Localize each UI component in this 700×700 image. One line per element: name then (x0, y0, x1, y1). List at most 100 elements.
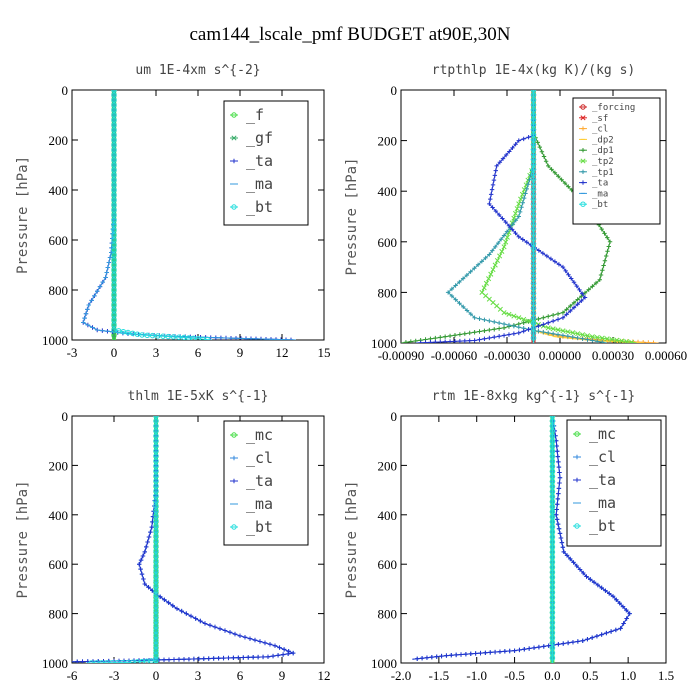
series-point (153, 652, 159, 659)
series-point (153, 647, 159, 654)
x-tick-label: 0.00000 (539, 348, 581, 363)
series-point (559, 177, 564, 182)
series-point (580, 638, 585, 643)
series-point (516, 138, 521, 143)
y-tick-label: 0 (62, 83, 69, 98)
series-point (464, 308, 470, 313)
series-point (506, 322, 512, 328)
series-point (556, 459, 561, 465)
series-point (482, 317, 487, 323)
series-point (530, 201, 537, 207)
series-point (231, 655, 236, 661)
series-point (514, 206, 520, 212)
series-point (605, 235, 610, 240)
series-point (610, 594, 616, 599)
series-point (516, 201, 522, 207)
series-point (554, 443, 559, 449)
legend: _mc _cl _ta _ma _bt (566, 419, 662, 547)
series-point (475, 262, 481, 267)
series-point (498, 237, 504, 242)
series-point (549, 433, 556, 439)
x-tick-label: -0.00090 (378, 348, 425, 363)
series-point (549, 504, 556, 510)
series-point (571, 300, 577, 305)
series-point (477, 329, 482, 334)
series-point (536, 316, 541, 322)
series-point (501, 310, 507, 316)
series-point (111, 117, 117, 123)
legend-marker (580, 126, 586, 131)
legend-box (572, 97, 661, 225)
series-point (549, 529, 556, 535)
series-point (198, 618, 203, 624)
series-point (571, 280, 577, 285)
series-point (521, 320, 526, 325)
series-point (577, 287, 582, 293)
series-point (468, 269, 473, 274)
series-point (549, 640, 556, 646)
series-point (530, 285, 537, 292)
series-point (493, 208, 499, 214)
series-point (518, 196, 524, 202)
series-point (165, 333, 171, 340)
series-point (111, 102, 117, 108)
series-point (146, 534, 152, 540)
series-point (602, 258, 608, 263)
series-line-bt (113, 90, 213, 340)
series-point (595, 582, 601, 588)
series-point (597, 277, 602, 282)
series-point (516, 214, 521, 219)
series-point (153, 468, 159, 474)
series-point (546, 330, 551, 336)
series-point (570, 330, 576, 336)
series-point (608, 629, 614, 634)
series-point (549, 584, 556, 591)
series-point (549, 554, 556, 560)
series-point (207, 623, 213, 628)
series-point (488, 650, 493, 655)
series-point (519, 191, 526, 197)
series-point (111, 157, 117, 163)
y-tick-label: 600 (49, 557, 69, 572)
y-tick-label: 0 (391, 409, 398, 424)
series-point (549, 614, 556, 621)
series-point (111, 232, 117, 238)
series-point (275, 653, 281, 658)
y-tick-label: 1000 (42, 333, 68, 348)
series-point (604, 336, 610, 342)
y-tick-label: 800 (49, 607, 69, 622)
series-point (153, 597, 159, 604)
series-point (556, 491, 561, 496)
x-tick-label: 0.00060 (645, 348, 687, 363)
series-point (462, 338, 467, 343)
y-tick-label: 800 (378, 607, 398, 622)
series-point (93, 660, 100, 663)
series-point (460, 276, 466, 281)
x-tick-label: 1.5 (658, 668, 674, 683)
series-point (186, 656, 192, 662)
series-point (549, 574, 556, 581)
x-tick-label: -0.00030 (484, 348, 531, 363)
y-tick-label: 0 (391, 83, 398, 98)
series-point (530, 216, 537, 222)
series-point (138, 566, 143, 572)
series-point (488, 192, 494, 197)
series-point (488, 271, 494, 277)
series-point (618, 626, 623, 631)
series-point (109, 659, 115, 663)
series-point (196, 656, 202, 662)
legend-label: _sf (592, 114, 608, 124)
series-point (447, 333, 453, 339)
series-point (413, 338, 418, 343)
series-point (561, 641, 566, 646)
series-point (277, 645, 282, 650)
series-point (557, 531, 563, 536)
y-tick-label: 400 (378, 508, 398, 523)
series-point (111, 177, 117, 183)
series-point (153, 483, 159, 489)
series-point (497, 160, 503, 165)
series-point (111, 207, 117, 213)
series-point (530, 90, 537, 93)
series-point (640, 340, 646, 343)
x-tick-label: -3 (109, 668, 120, 683)
